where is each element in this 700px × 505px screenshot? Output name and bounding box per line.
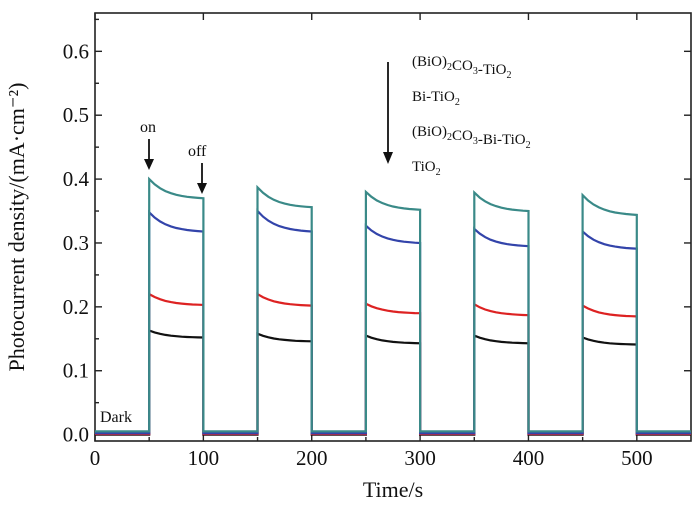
y-axis-title: Photocurrent density/(mA·cm⁻²) — [4, 83, 29, 372]
x-axis-title: Time/s — [363, 477, 423, 502]
axis-ticks: 0 100 200 300 400 500 0.0 0.1 0.2 0.3 0.4 0.5 0.6 — [63, 13, 691, 470]
y-tick-label: 0.6 — [63, 39, 89, 63]
y-tick-label: 0.3 — [63, 231, 89, 255]
plot-frame — [94, 12, 692, 442]
series-line--bio-2co3-tio2 — [95, 176, 691, 433]
off-label: off — [188, 143, 207, 160]
x-tick-label: 300 — [404, 446, 436, 470]
x-tick-label: 400 — [513, 446, 545, 470]
series-line-tio2 — [95, 328, 691, 436]
on-annotation: on — [140, 119, 156, 170]
on-label: on — [140, 119, 156, 136]
legend: (BiO)2CO3-TiO2 Bi-TiO2 (BiO)2CO3-Bi-TiO2… — [383, 54, 531, 178]
legend-entry-tio2: TiO2 — [412, 159, 441, 178]
y-tick-label: 0.0 — [63, 423, 89, 447]
y-tick-label: 0.1 — [63, 359, 89, 383]
x-tick-label: 500 — [621, 446, 653, 470]
y-tick-label: 0.5 — [63, 103, 89, 127]
x-tick-label: 0 — [90, 446, 101, 470]
off-arrow-head — [197, 183, 207, 194]
series-line-bi-tio2 — [95, 208, 691, 435]
on-arrow-head — [144, 159, 154, 170]
legend-entry-bio2co3-bi-tio2: (BiO)2CO3-Bi-TiO2 — [412, 124, 531, 151]
x-tick-label: 100 — [188, 446, 220, 470]
x-tick-label: 200 — [296, 446, 328, 470]
series-line--bio-2co3-bi-tio2 — [95, 292, 691, 436]
legend-entry-bio2co3-tio2: (BiO)2CO3-TiO2 — [412, 54, 511, 81]
off-annotation: off — [188, 143, 207, 194]
legend-trend-arrowhead — [383, 152, 393, 164]
y-tick-label: 0.4 — [63, 167, 90, 191]
y-tick-label: 0.2 — [63, 295, 89, 319]
series-layer — [95, 176, 691, 436]
legend-entry-bi-tio2: Bi-TiO2 — [412, 89, 460, 108]
dark-label: Dark — [100, 409, 132, 426]
